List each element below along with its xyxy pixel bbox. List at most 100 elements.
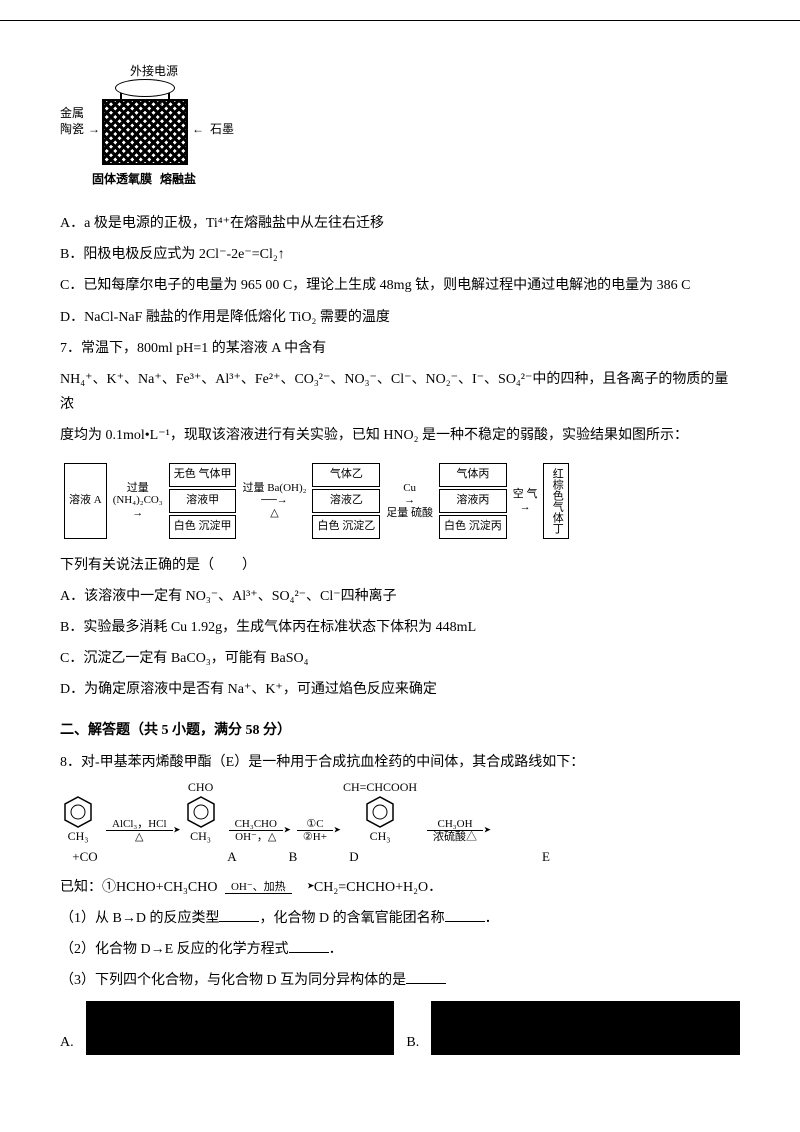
q8-stem: 8．对-甲基苯丙烯酸甲酯（E）是一种用于合成抗血栓药的中间体，其合成路线如下： <box>60 750 740 775</box>
q7-stem-2: NH₄⁺、K⁺、Na⁺、Fe³⁺、Al³⁺、Fe²⁺、CO₃²⁻、NO₃⁻、Cl… <box>60 367 740 417</box>
rxn-step-4: CH₃OH浓硫酸△ <box>423 818 487 843</box>
cell-box <box>102 99 188 165</box>
fc-sol-bing: 溶液丙 <box>439 489 507 513</box>
q8-p2-period: ． <box>329 942 343 957</box>
electrolysis-diagram: 外接电源 a b 金属 陶瓷 → ← 石墨 固体透氧膜 熔融盐 <box>60 61 260 201</box>
mol-a: CHO CH₃ <box>183 781 219 843</box>
fc-sol-jia: 溶液甲 <box>169 489 237 513</box>
label-molten-salt: 熔融盐 <box>160 169 196 191</box>
label-a: A <box>212 845 252 868</box>
mol-a-cho: CHO <box>183 781 219 794</box>
fc-gas-bing: 气体丙 <box>439 463 507 487</box>
redacted-option-b <box>431 1001 740 1055</box>
synthesis-labels: +CO A B D E <box>60 845 740 868</box>
fc-r1-top: 过量 <box>113 482 163 494</box>
label-e: E <box>380 845 550 868</box>
rxn1-top: AlCl₃，HCl <box>106 818 173 831</box>
rxn-step-1: AlCl₃，HCl△ <box>102 818 177 843</box>
fc-ppt-jia: 白色 沉淀甲 <box>169 515 237 539</box>
blank-3[interactable] <box>289 939 329 953</box>
q8-part1: （1）从 B→D 的反应类型 ，化合物 D 的含氧官能团名称 ． <box>60 906 740 931</box>
arrow-right-icon: ← <box>192 119 204 141</box>
fc-ppt-bing: 白色 沉淀丙 <box>439 515 507 539</box>
q6-option-b: B．阳极电极反应式为 2Cl⁻-2e⁻=Cl₂↑ <box>60 242 740 267</box>
fc-r2-bot: △ <box>242 507 306 519</box>
fc-gas-ding: 红棕色气体丁 <box>543 463 569 539</box>
q8-p1-period: ． <box>485 911 499 926</box>
section-2-heading: 二、解答题（共 5 小题，满分 58 分） <box>60 718 740 743</box>
mol-a-ch3: CH₃ <box>183 830 219 843</box>
mol-toluene-ch3: CH₃ <box>60 830 96 843</box>
label-graphite: 石墨 <box>210 119 234 141</box>
arrow-left-icon: → <box>88 119 100 141</box>
q8-p2: （2）化合物 D→E 反应的化学方程式 <box>60 942 289 957</box>
experiment-flowchart: 溶液 A 过量(NH₄)₂CO₃→ 无色 气体甲 过量 Ba(OH)₂──→△ … <box>60 457 740 545</box>
q8-known-arrow: OH⁻、加热 <box>221 881 310 893</box>
blank-2[interactable] <box>445 908 485 922</box>
label-co: +CO <box>60 845 110 868</box>
q8-p1a: （1）从 B→D 的反应类型 <box>60 911 219 926</box>
mol-d-group: CH=CHCOOH <box>343 781 417 794</box>
redacted-option-a <box>86 1001 395 1055</box>
q7-option-a: A．该溶液中一定有 NO₃⁻、Al³⁺、SO₄²⁻、Cl⁻四种离子 <box>60 584 740 609</box>
rxn4-bot: 浓硫酸△ <box>427 831 483 843</box>
label-d: D <box>334 845 374 868</box>
label-membrane: 固体透氧膜 <box>92 169 152 191</box>
q7-after: 下列有关说法正确的是（ ） <box>60 553 740 578</box>
fc-gas-yi: 气体乙 <box>312 463 380 487</box>
mol-d-ch3: CH₃ <box>343 830 417 843</box>
fc-r3-bot: 足量 硫酸 <box>386 507 433 519</box>
label-b: B <box>258 845 328 868</box>
fc-sol-yi: 溶液乙 <box>312 489 380 513</box>
q7-option-b: B．实验最多消耗 Cu 1.92g，生成气体丙在标准状态下体积为 448mL <box>60 615 740 640</box>
q8-known-cond: OH⁻、加热 <box>225 881 292 894</box>
q7-option-c: C．沉淀乙一定有 BaCO₃，可能有 BaSO₄ <box>60 646 740 671</box>
terminal-a: a <box>120 96 124 114</box>
fc-air: 空 气→ <box>511 463 540 539</box>
mol-d: CH=CHCOOH CH₃ <box>343 781 417 843</box>
fc-r2-top: 过量 Ba(OH)₂ <box>242 482 306 494</box>
rxn3-bot: ②H+ <box>297 831 333 843</box>
blank-4[interactable] <box>406 970 446 984</box>
q6-option-a: A．a 极是电源的正极，Ti⁴⁺在熔融盐中从左往右迁移 <box>60 211 740 236</box>
fc-reagent-1: 过量(NH₄)₂CO₃→ <box>111 463 165 539</box>
rxn-step-2: CH₃CHOOH⁻，△ <box>225 818 287 843</box>
q7-option-d: D．为确定原溶液中是否有 Na⁺、K⁺，可通过焰色反应来确定 <box>60 677 740 702</box>
fc-solution-a: 溶液 A <box>64 463 107 539</box>
document-page: 外接电源 a b 金属 陶瓷 → ← 石墨 固体透氧膜 熔融盐 A．a 极是电源… <box>0 20 800 1095</box>
q8-known: 已知：①HCHO+CH₃CHO OH⁻、加热 CH₂=CHCHO+H₂O． <box>60 875 740 900</box>
terminal-b: b <box>160 96 165 114</box>
rxn2-top: CH₃CHO <box>229 818 283 831</box>
fc-reagent-3: Cu→足量 硫酸 <box>384 463 435 539</box>
power-supply-icon: a b <box>115 79 175 97</box>
q7-stem-3: 度均为 0.1mol•L⁻¹，现取该溶液进行有关实验，已知 HNO₂ 是一种不稳… <box>60 423 740 448</box>
fc-gas-jia: 无色 气体甲 <box>169 463 237 487</box>
fc-solution-a-text: 溶液 A <box>69 494 102 506</box>
q8-option-a-label: A. <box>60 1030 74 1055</box>
q8-options-row: A. B. <box>60 1001 740 1055</box>
rxn3-top: ①C <box>297 818 333 831</box>
fc-air-text: 空 气 <box>513 488 538 500</box>
q8-p3: （3）下列四个化合物，与化合物 D 互为同分异构体的是 <box>60 973 406 988</box>
q7-stem-1: 7．常温下，800ml pH=1 的某溶液 A 中含有 <box>60 336 740 361</box>
rxn2-bot: OH⁻，△ <box>229 831 283 843</box>
q6-option-d: D．NaCl-NaF 融盐的作用是降低熔化 TiO₂ 需要的温度 <box>60 305 740 330</box>
synthesis-route: CH₃ AlCl₃，HCl△ CHO CH₃ CH₃CHOOH⁻，△ ①C②H+… <box>60 781 740 843</box>
rxn1-bot: △ <box>106 831 173 843</box>
q8-option-b-label: B. <box>406 1030 419 1055</box>
q8-known-prod: CH₂=CHCHO+H₂O． <box>314 880 442 895</box>
rxn4-top: CH₃OH <box>427 818 483 831</box>
blank-1[interactable] <box>219 908 259 922</box>
q8-part3: （3）下列四个化合物，与化合物 D 互为同分异构体的是 <box>60 968 740 993</box>
fc-reagent-2: 过量 Ba(OH)₂──→△ <box>240 463 308 539</box>
label-ceramic: 陶瓷 <box>60 119 84 141</box>
mol-toluene: CH₃ <box>60 794 96 843</box>
q8-p1b: ，化合物 D 的含氧官能团名称 <box>259 911 444 926</box>
q6-option-c: C．已知每摩尔电子的电量为 965 00 C，理论上生成 48mg 钛，则电解过… <box>60 273 740 298</box>
fc-r3-top: Cu <box>386 482 433 494</box>
fc-ppt-yi: 白色 沉淀乙 <box>312 515 380 539</box>
rxn-step-3: ①C②H+ <box>293 818 337 843</box>
q8-known-text: 已知：①HCHO+CH₃CHO <box>60 880 217 895</box>
q8-part2: （2）化合物 D→E 反应的化学方程式 ． <box>60 937 740 962</box>
fc-r1-bot: (NH₄)₂CO₃ <box>113 494 163 506</box>
